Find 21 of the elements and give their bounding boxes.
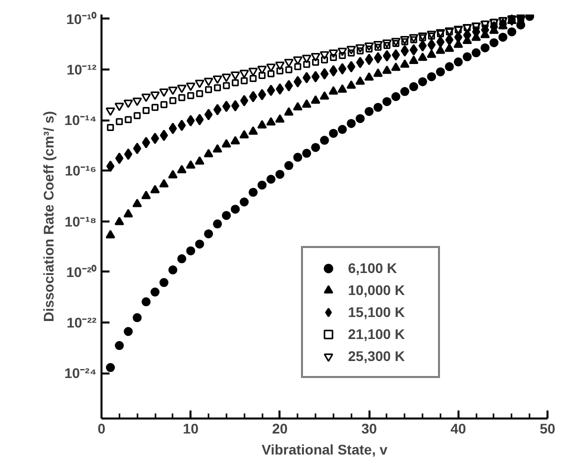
y-tick-label: 10⁻²² — [66, 314, 97, 330]
y-tick-label: 10⁻¹⁴ — [64, 112, 97, 128]
y-tick-label: 10⁻¹⁶ — [64, 162, 97, 179]
x-tick-label: 30 — [361, 420, 378, 436]
x-tick-label: 20 — [272, 420, 288, 436]
legend-label: 21,100 K — [348, 326, 406, 342]
legend-label: 25,300 K — [348, 348, 406, 364]
x-axis-title: Vibrational State, v — [262, 442, 388, 458]
y-tick-label: 10⁻¹² — [66, 62, 97, 78]
x-tick-label: 10 — [182, 420, 199, 436]
x-tick-label: 50 — [540, 420, 556, 436]
y-tick-label: 10⁻²⁰ — [66, 264, 96, 280]
y-axis-title: Dissociation Rate Coeff (cm³/ s) — [40, 111, 56, 322]
y-tick-label: 10⁻¹⁸ — [64, 213, 97, 230]
legend-label: 6,100 K — [348, 260, 398, 276]
x-tick-label: 0 — [98, 420, 106, 436]
y-tick-label: 10⁻¹⁰ — [66, 10, 96, 27]
x-tick-label: 40 — [450, 420, 466, 436]
legend-label: 15,100 K — [348, 304, 406, 320]
legend-label: 10,000 K — [348, 282, 406, 298]
y-tick-label: 10⁻²⁴ — [64, 365, 97, 382]
